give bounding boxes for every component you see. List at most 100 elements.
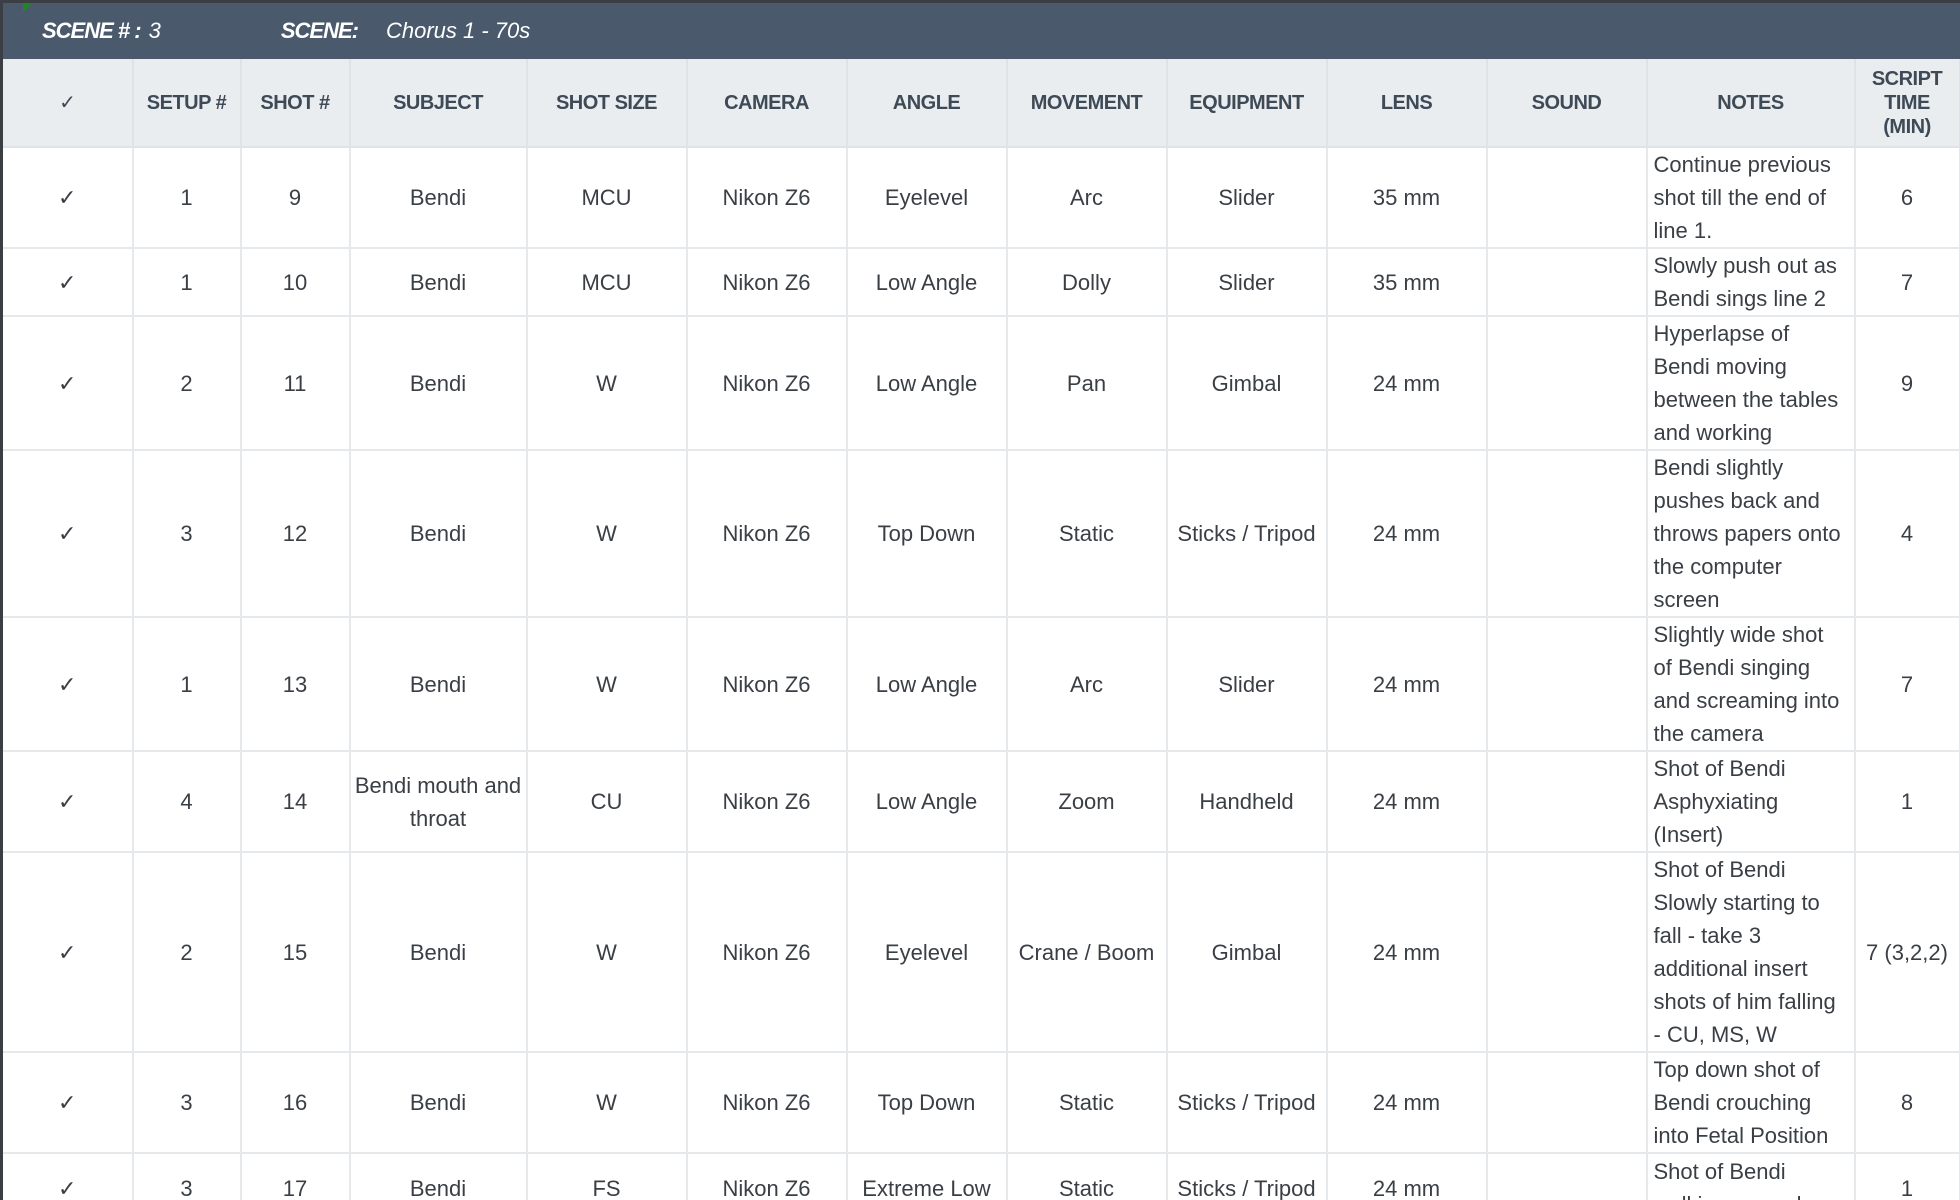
cell-angle[interactable]: Extreme Low [846, 1153, 1008, 1200]
cell-sound[interactable] [1486, 450, 1648, 618]
cell-subject[interactable]: Bendi mouth and throat [349, 751, 528, 853]
cell-setup[interactable]: 2 [132, 852, 242, 1053]
cell-setup[interactable]: 1 [132, 248, 242, 317]
column-header-camera[interactable]: CAMERA [686, 59, 848, 148]
cell-camera[interactable]: Nikon Z6 [686, 1052, 848, 1154]
cell-setup[interactable]: 1 [132, 147, 242, 249]
cell-sound[interactable] [1486, 1052, 1648, 1154]
column-header-equipment[interactable]: EQUIPMENT [1166, 59, 1328, 148]
cell-equipment[interactable]: Slider [1166, 248, 1328, 317]
cell-shot-size[interactable]: W [526, 316, 688, 451]
column-header-lens[interactable]: LENS [1326, 59, 1488, 148]
cell-script-time[interactable]: 1 [1854, 751, 1960, 853]
cell-camera[interactable]: Nikon Z6 [686, 751, 848, 853]
cell-shot-size[interactable]: W [526, 852, 688, 1053]
cell-script-time[interactable]: 8 [1854, 1052, 1960, 1154]
cell-script-time[interactable]: 7 [1854, 617, 1960, 752]
cell-subject[interactable]: Bendi [349, 316, 528, 451]
cell-subject[interactable]: Bendi [349, 617, 528, 752]
cell-equipment[interactable]: Handheld [1166, 751, 1328, 853]
cell-shot[interactable]: 15 [240, 852, 351, 1053]
check-icon[interactable]: ✓ [0, 617, 134, 752]
table-row[interactable]: ✓ 3 12 Bendi W Nikon Z6 Top Down Static Sticks /… [0, 450, 1960, 618]
cell-setup[interactable]: 4 [132, 751, 242, 853]
column-header-setup[interactable]: SETUP # [132, 59, 242, 148]
column-header-movement[interactable]: MOVEMENT [1006, 59, 1168, 148]
cell-shot[interactable]: 13 [240, 617, 351, 752]
cell-lens[interactable]: 24 mm [1326, 751, 1488, 853]
check-icon[interactable]: ✓ [0, 852, 134, 1053]
column-header-sound[interactable]: SOUND [1486, 59, 1648, 148]
cell-angle[interactable]: Low Angle [846, 248, 1008, 317]
cell-movement[interactable]: Zoom [1006, 751, 1168, 853]
table-row[interactable]: ✓ 2 15 Bendi W Nikon Z6 Eyelevel Crane / Boom Gi… [0, 852, 1960, 1053]
cell-sound[interactable] [1486, 852, 1648, 1053]
cell-subject[interactable]: Bendi [349, 450, 528, 618]
cell-equipment[interactable]: Slider [1166, 147, 1328, 249]
cell-notes[interactable]: Shot of Bendi walking around [1646, 1153, 1856, 1200]
cell-setup[interactable]: 2 [132, 316, 242, 451]
cell-setup[interactable]: 3 [132, 1153, 242, 1200]
column-header-subject[interactable]: SUBJECT [349, 59, 528, 148]
cell-script-time[interactable]: 7 (3,2,2) [1854, 852, 1960, 1053]
cell-setup[interactable]: 1 [132, 617, 242, 752]
cell-subject[interactable]: Bendi [349, 1153, 528, 1200]
column-header-shot[interactable]: SHOT # [240, 59, 351, 148]
column-header-script-time[interactable]: SCRIPT TIME (MIN) [1854, 59, 1960, 148]
table-row[interactable]: ✓ 1 9 Bendi MCU Nikon Z6 Eyelevel Arc Slider 35 m… [0, 147, 1960, 249]
column-header-angle[interactable]: ANGLE [846, 59, 1008, 148]
check-icon[interactable]: ✓ [0, 316, 134, 451]
scene-name[interactable]: Chorus 1 - 70s [385, 18, 531, 43]
cell-lens[interactable]: 35 mm [1326, 147, 1488, 249]
cell-movement[interactable]: Pan [1006, 316, 1168, 451]
check-icon[interactable]: ✓ [0, 450, 134, 618]
cell-shot-size[interactable]: MCU [526, 147, 688, 249]
cell-shot-size[interactable]: W [526, 617, 688, 752]
cell-shot[interactable]: 16 [240, 1052, 351, 1154]
cell-camera[interactable]: Nikon Z6 [686, 450, 848, 618]
table-row[interactable]: ✓ 3 16 Bendi W Nikon Z6 Top Down Static Sticks /… [0, 1052, 1960, 1154]
cell-shot-size[interactable]: MCU [526, 248, 688, 317]
cell-sound[interactable] [1486, 147, 1648, 249]
table-row[interactable]: ✓ 1 13 Bendi W Nikon Z6 Low Angle Arc Slider 24 m… [0, 617, 1960, 752]
cell-lens[interactable]: 24 mm [1326, 450, 1488, 618]
cell-shot-size[interactable]: W [526, 1052, 688, 1154]
cell-angle[interactable]: Top Down [846, 450, 1008, 618]
cell-setup[interactable]: 3 [132, 1052, 242, 1154]
cell-shot[interactable]: 12 [240, 450, 351, 618]
cell-script-time[interactable]: 6 [1854, 147, 1960, 249]
cell-sound[interactable] [1486, 316, 1648, 451]
cell-notes[interactable]: Bendi slightly pushes back and throws pa… [1646, 450, 1856, 618]
cell-sound[interactable] [1486, 1153, 1648, 1200]
cell-camera[interactable]: Nikon Z6 [686, 316, 848, 451]
cell-movement[interactable]: Arc [1006, 147, 1168, 249]
cell-script-time[interactable]: 4 [1854, 450, 1960, 618]
cell-angle[interactable]: Low Angle [846, 617, 1008, 752]
cell-movement[interactable]: Crane / Boom [1006, 852, 1168, 1053]
cell-sound[interactable] [1486, 751, 1648, 853]
cell-equipment[interactable]: Slider [1166, 617, 1328, 752]
cell-shot[interactable]: 14 [240, 751, 351, 853]
cell-notes[interactable]: Slowly push out as Bendi sings line 2 [1646, 248, 1856, 317]
cell-notes[interactable]: Top down shot of Bendi crouching into Fe… [1646, 1052, 1856, 1154]
cell-equipment[interactable]: Gimbal [1166, 316, 1328, 451]
cell-sound[interactable] [1486, 248, 1648, 317]
cell-script-time[interactable]: 7 [1854, 248, 1960, 317]
cell-shot-size[interactable]: FS [526, 1153, 688, 1200]
scene-number[interactable]: 3 [148, 18, 161, 43]
cell-angle[interactable]: Low Angle [846, 751, 1008, 853]
check-icon[interactable]: ✓ [0, 147, 134, 249]
table-row[interactable]: ✓ 4 14 Bendi mouth and throat CU Nikon Z6 Low … [0, 751, 1960, 853]
cell-lens[interactable]: 24 mm [1326, 617, 1488, 752]
cell-shot[interactable]: 10 [240, 248, 351, 317]
cell-notes[interactable]: Shot of Bendi Slowly starting to fall - … [1646, 852, 1856, 1053]
table-row[interactable]: ✓ 1 10 Bendi MCU Nikon Z6 Low Angle Dolly Slider… [0, 248, 1960, 317]
cell-movement[interactable]: Static [1006, 1052, 1168, 1154]
cell-lens[interactable]: 35 mm [1326, 248, 1488, 317]
cell-notes[interactable]: Continue previous shot till the end of l… [1646, 147, 1856, 249]
cell-subject[interactable]: Bendi [349, 852, 528, 1053]
cell-sound[interactable] [1486, 617, 1648, 752]
cell-notes[interactable]: Shot of Bendi Asphyxiating (Insert) [1646, 751, 1856, 853]
cell-shot[interactable]: 11 [240, 316, 351, 451]
check-icon[interactable]: ✓ [0, 1153, 134, 1200]
